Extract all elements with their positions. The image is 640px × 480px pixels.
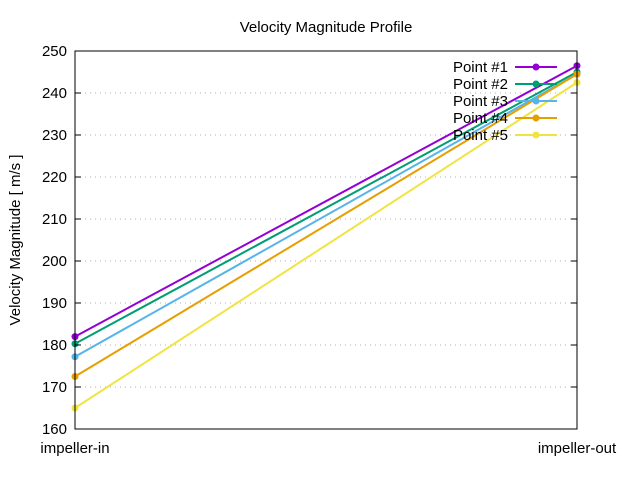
y-tick-label: 250 xyxy=(42,43,67,60)
x-tick-label: impeller-in xyxy=(40,440,109,457)
y-tick-label: 210 xyxy=(42,211,67,228)
y-axis-label: Velocity Magnitude [ m/s ] xyxy=(7,155,24,326)
legend-label: Point #4 xyxy=(453,110,508,127)
series-line xyxy=(74,71,578,345)
y-tick-label: 200 xyxy=(42,253,67,270)
legend-label: Point #5 xyxy=(453,127,508,144)
legend-swatch-marker xyxy=(532,97,540,105)
y-tick-label: 190 xyxy=(42,295,67,312)
legend-label: Point #2 xyxy=(453,76,508,93)
legend-swatch-marker xyxy=(532,131,540,139)
x-tick-label: impeller-out xyxy=(538,440,617,457)
chart-title: Velocity Magnitude Profile xyxy=(240,19,413,36)
axis-ticks: 160 170 180 190 200 210 220 230 240 250 impeller-i… xyxy=(40,43,617,457)
legend-swatch-marker xyxy=(532,114,540,122)
legend-swatch-marker xyxy=(532,80,540,88)
grid-lines xyxy=(75,92,577,388)
plot-frame xyxy=(74,50,578,430)
series-line xyxy=(74,73,578,358)
series-line xyxy=(74,64,578,338)
y-tick-label: 240 xyxy=(42,85,67,102)
series-line xyxy=(74,81,578,409)
legend-label: Point #1 xyxy=(453,59,508,76)
y-tick-label: 220 xyxy=(42,169,67,186)
legend-label: Point #3 xyxy=(453,93,508,110)
y-tick-label: 160 xyxy=(42,421,67,438)
y-tick-label: 230 xyxy=(42,127,67,144)
legend-swatch-marker xyxy=(532,63,540,71)
y-tick-label: 180 xyxy=(42,337,67,354)
y-tick-label: 170 xyxy=(42,379,67,396)
series-line xyxy=(74,73,578,378)
